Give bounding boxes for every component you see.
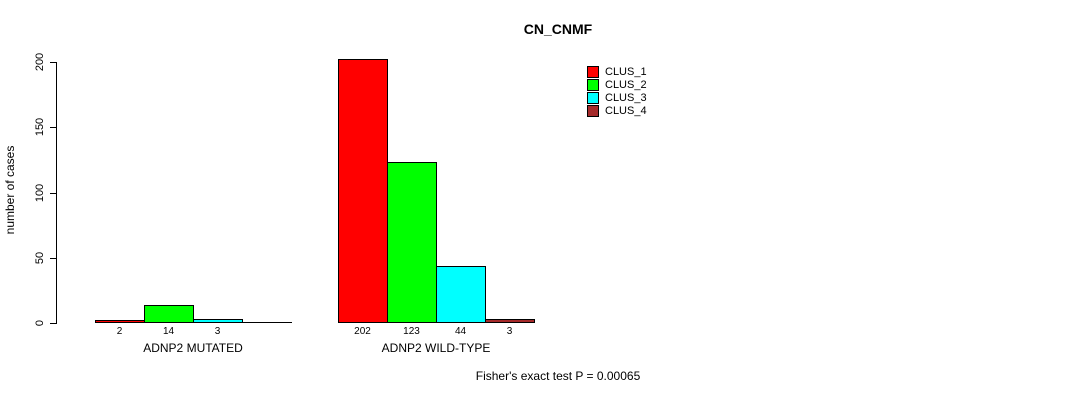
legend-label: CLUS_2: [605, 79, 647, 91]
bar-value-label: 14: [162, 326, 175, 337]
y-tick-label: 200: [34, 52, 46, 72]
y-axis-line: [56, 62, 57, 324]
bar-value-label: 44: [454, 326, 467, 337]
bar-value-label: 3: [506, 326, 513, 337]
annotation-text: Fisher's exact test P = 0.00065: [475, 369, 641, 383]
bar-clus_1: [338, 59, 388, 323]
legend-swatch-clus_4: [587, 105, 599, 117]
y-tick: [50, 258, 56, 259]
group-label: ADNP2 MUTATED: [143, 341, 243, 355]
legend-label: CLUS_4: [605, 105, 647, 117]
legend-label: CLUS_3: [605, 92, 647, 104]
bar-clus_1: [95, 320, 145, 323]
bar-value-label: 3: [214, 326, 221, 337]
y-axis-label: number of cases: [3, 145, 17, 235]
y-tick: [50, 62, 56, 63]
bar-clus_4: [485, 319, 535, 323]
bar-value-label: 123: [403, 326, 420, 337]
bar-value-label: 202: [354, 326, 371, 337]
bar-clus_4: [242, 322, 292, 323]
legend-swatch-clus_2: [587, 79, 599, 91]
y-tick-label: 150: [34, 117, 46, 137]
y-tick: [50, 323, 56, 324]
bar-clus_3: [193, 319, 243, 323]
legend-swatch-clus_1: [587, 66, 599, 78]
y-tick: [50, 127, 56, 128]
legend-label: CLUS_1: [605, 66, 647, 78]
y-tick-label: 0: [34, 319, 46, 327]
bar-clus_2: [387, 162, 437, 323]
y-tick: [50, 193, 56, 194]
bar-value-label: 2: [116, 326, 123, 337]
bar-clus_2: [144, 305, 194, 323]
group-label: ADNP2 WILD-TYPE: [381, 341, 491, 355]
y-tick-label: 50: [34, 251, 46, 265]
legend-swatch-clus_3: [587, 92, 599, 104]
bar-clus_3: [436, 266, 486, 323]
chart-title: CN_CNMF: [523, 21, 593, 37]
y-tick-label: 100: [34, 183, 46, 203]
